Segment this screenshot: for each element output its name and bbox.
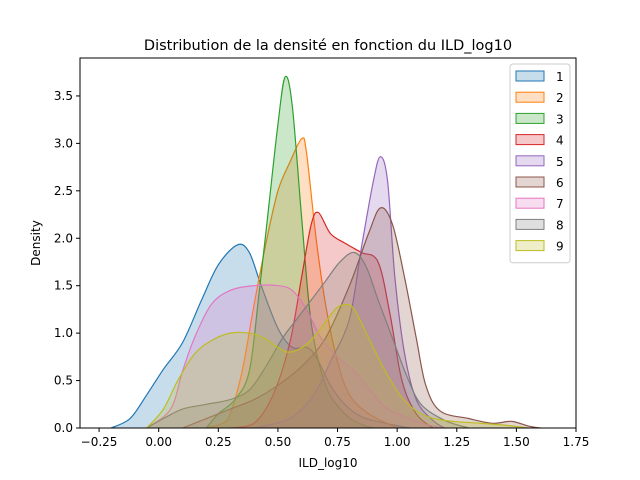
series-area-6 <box>182 207 541 428</box>
legend-swatch <box>515 91 545 103</box>
y-tick-label: 0.5 <box>54 374 73 388</box>
series-area-9 <box>146 304 529 428</box>
x-tick-label: 1.75 <box>563 435 590 449</box>
y-tick-label: 1.0 <box>54 326 73 340</box>
legend-item-9: 9 <box>515 240 564 254</box>
legend-item-8: 8 <box>515 218 564 232</box>
y-tick-label: 3.0 <box>54 136 73 150</box>
legend-label: 4 <box>556 134 564 148</box>
series-area-3 <box>206 76 374 428</box>
y-axis-label: Density <box>29 220 43 266</box>
series-layer <box>110 75 541 429</box>
x-tick-label: −0.25 <box>81 435 118 449</box>
x-axis-label: ILD_log10 <box>298 456 357 470</box>
x-tick-label: 0.50 <box>265 435 292 449</box>
legend-swatch <box>515 197 545 209</box>
series-line-3 <box>205 75 374 429</box>
legend-item-3: 3 <box>515 112 564 126</box>
legend-label: 2 <box>556 91 564 105</box>
series-area-7 <box>146 285 445 428</box>
legend-swatch <box>515 70 545 82</box>
legend-swatch <box>515 134 545 146</box>
x-axis: −0.25 0.00 0.25 0.50 0.75 1.00 1.25 1.50 1.75 <box>81 428 590 449</box>
legend-label: 9 <box>556 240 564 254</box>
series-line-2 <box>206 137 398 429</box>
plot-frame <box>79 57 577 429</box>
x-tick-label: 1.50 <box>503 435 530 449</box>
series-2 <box>206 137 398 429</box>
legend: 1 2 3 4 5 6 7 8 9 <box>509 63 571 264</box>
series-7 <box>146 284 445 429</box>
legend-label: 6 <box>556 176 564 190</box>
legend-label: 5 <box>556 155 564 169</box>
legend-swatch <box>515 240 545 252</box>
series-area-4 <box>230 212 433 428</box>
series-6 <box>182 207 541 429</box>
x-tick-label: 0.00 <box>145 435 172 449</box>
legend-label: 1 <box>556 70 564 84</box>
series-area-8 <box>146 252 469 428</box>
series-8 <box>146 251 469 429</box>
y-tick-label: 1.5 <box>54 279 73 293</box>
x-tick-label: 0.25 <box>205 435 232 449</box>
legend-label: 8 <box>556 218 564 232</box>
legend-label: 7 <box>556 197 564 211</box>
y-tick-label: 2.5 <box>54 184 73 198</box>
series-line-6 <box>182 207 541 429</box>
legend-swatch <box>515 155 545 167</box>
legend-item-6: 6 <box>515 176 564 190</box>
legend-item-5: 5 <box>515 155 564 169</box>
series-line-9 <box>146 304 529 429</box>
x-tick-label: 0.75 <box>324 435 351 449</box>
y-tick-label: 2.0 <box>54 231 73 245</box>
legend-swatch <box>515 112 545 124</box>
series-line-7 <box>146 284 445 429</box>
series-line-8 <box>146 251 469 429</box>
y-axis: 0.0 0.5 1.0 1.5 2.0 2.5 3.0 3.5 <box>54 89 80 435</box>
x-tick-label: 1.25 <box>443 435 470 449</box>
series-area-2 <box>206 137 398 428</box>
legend-swatch <box>515 218 545 230</box>
legend-swatch <box>515 176 545 188</box>
legend-label: 3 <box>556 112 564 126</box>
x-tick-label: 1.00 <box>384 435 411 449</box>
y-tick-label: 0.0 <box>54 421 73 435</box>
y-tick-label: 3.5 <box>54 89 73 103</box>
series-line-4 <box>230 211 434 429</box>
series-area-5 <box>254 156 445 428</box>
chart-title: Distribution de la densité en fonction d… <box>144 38 512 54</box>
series-9 <box>146 304 529 429</box>
series-4 <box>230 211 434 429</box>
legend-item-7: 7 <box>515 197 564 211</box>
legend-item-4: 4 <box>515 134 564 148</box>
series-3 <box>205 75 374 429</box>
legend-item-2: 2 <box>515 91 564 105</box>
legend-item-1: 1 <box>515 70 564 84</box>
